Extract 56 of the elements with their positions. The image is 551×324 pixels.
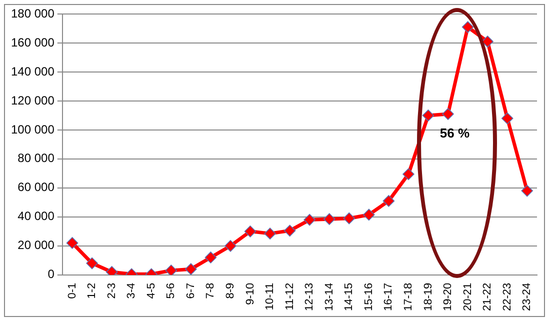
x-tick-label: 8-9 (224, 282, 237, 299)
x-tick-label: 18-19 (422, 282, 434, 312)
x-tick-label: 16-17 (382, 282, 395, 312)
x-tick-label: 22-23 (501, 282, 514, 312)
point (244, 225, 256, 238)
x-tick-label: 10-11 (264, 282, 276, 310)
x-tick-label: 6-7 (184, 282, 197, 299)
point (165, 264, 178, 275)
point (304, 214, 316, 226)
point (66, 237, 78, 249)
y-tick-label: 180 000 (10, 6, 55, 20)
x-tick-label: 3-4 (126, 282, 138, 299)
point (442, 108, 454, 120)
x-tick-label: 13-14 (323, 282, 336, 312)
point (284, 224, 296, 237)
point (501, 112, 514, 124)
x-tick-label: 17-18 (402, 282, 414, 312)
x-tick-label: 14-15 (343, 282, 356, 312)
y-tick-label: 60 000 (18, 180, 55, 194)
x-tick-label: 21-22 (482, 282, 494, 312)
x-tick-label: 4-5 (145, 282, 158, 299)
point (185, 263, 197, 275)
x-tick-label: 0-1 (66, 282, 78, 299)
y-tick-label: 100 000 (10, 122, 55, 136)
y-tick-label: 140 000 (10, 64, 55, 78)
y-tick-label: 40 000 (18, 209, 55, 224)
point (422, 110, 434, 122)
x-tick-label: 2-3 (106, 282, 118, 299)
point (462, 21, 474, 33)
y-tick-label: 20 000 (18, 238, 55, 252)
point (323, 213, 336, 225)
x-tick-label: 12-13 (304, 282, 316, 312)
x-tick-label: 1-2 (86, 282, 98, 299)
point (363, 208, 375, 221)
x-tick-label: 15-16 (362, 282, 375, 312)
y-tick-label: 160 000 (10, 35, 55, 50)
x-tick-label: 5-6 (165, 282, 178, 299)
x-tick-label: 20-21 (462, 282, 474, 312)
point (382, 195, 395, 207)
x-tick-label: 9-10 (244, 282, 256, 305)
x-tick-label: 7-8 (204, 282, 217, 299)
annotation: 56 % (440, 126, 470, 141)
point (204, 252, 217, 264)
y-tick-label: 0 (48, 267, 55, 282)
point (264, 228, 276, 240)
point (521, 184, 534, 197)
y-tick-label: 80 000 (18, 151, 55, 166)
point (224, 240, 236, 252)
x-tick-label: 19-20 (442, 282, 454, 312)
x-tick-label: 11-12 (284, 282, 296, 310)
point (343, 212, 356, 224)
point (86, 257, 98, 270)
point (482, 36, 494, 48)
point (402, 168, 414, 180)
x-tick-label: 23-24 (521, 282, 534, 312)
y-tick-label: 120 000 (10, 93, 55, 108)
